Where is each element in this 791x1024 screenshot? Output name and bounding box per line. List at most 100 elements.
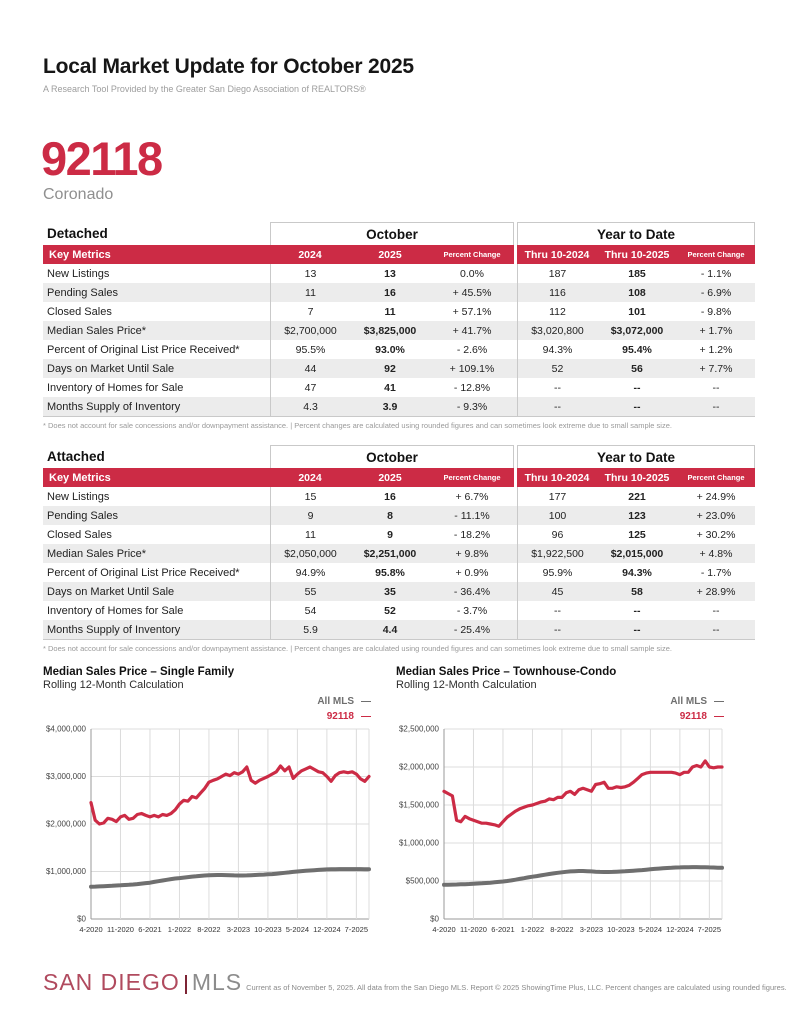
svg-text:$1,000,000: $1,000,000 xyxy=(399,839,440,848)
metric-value: 16 xyxy=(384,286,396,299)
legend-line-swatch: — xyxy=(361,696,371,707)
column-header: Percent Change xyxy=(430,468,514,487)
metric-value: 4.4 xyxy=(382,623,398,636)
table-row: Median Sales Price* $2,700,000 $3,825,000 +… xyxy=(43,321,755,340)
column-header: 2025 xyxy=(350,245,430,264)
metric-value: 8 xyxy=(387,509,393,522)
group-header-year-to-date: Year to Date xyxy=(517,222,755,245)
metric-value: 100 xyxy=(517,506,597,525)
column-header: Thru 10-2025 xyxy=(597,468,677,487)
metric-value: 55 xyxy=(270,582,350,601)
metric-value: $3,825,000 xyxy=(363,324,417,337)
metric-value: 13 xyxy=(384,267,396,280)
legend-label: 92118 xyxy=(326,711,354,722)
metric-value: $1,922,500 xyxy=(517,544,597,563)
chart-subtitle: Rolling 12-Month Calculation xyxy=(43,679,184,691)
metric-value: $3,020,800 xyxy=(517,321,597,340)
metric-value: 47 xyxy=(270,378,350,397)
column-header: Percent Change xyxy=(677,468,755,487)
column-header: 2024 xyxy=(270,468,350,487)
chart-legend: All MLS — 92118 — xyxy=(317,694,371,724)
legend-label: All MLS xyxy=(670,696,707,707)
table-header-row: Key Metrics 2024 2025 Percent Change Thru 10… xyxy=(43,245,755,264)
svg-text:5-2024: 5-2024 xyxy=(286,925,309,934)
metric-value: $3,072,000 xyxy=(610,324,664,337)
metric-label: New Listings xyxy=(47,490,110,503)
chart-title: Median Sales Price – Townhouse-Condo xyxy=(396,666,617,678)
metric-value: + 41.7% xyxy=(452,324,492,337)
metric-value: 52 xyxy=(384,604,396,617)
metric-label: Pending Sales xyxy=(47,509,118,522)
svg-text:$2,500,000: $2,500,000 xyxy=(399,725,440,734)
table-row: Closed Sales 11 9 - 18.2% 96 125 + 30.2% xyxy=(43,525,755,544)
group-header-october: October xyxy=(270,222,514,245)
metric-value: 187 xyxy=(517,264,597,283)
metric-value: -- xyxy=(517,601,597,620)
metric-value: $2,015,000 xyxy=(610,547,664,560)
svg-text:7-2025: 7-2025 xyxy=(698,925,721,934)
metric-value: 45 xyxy=(517,582,597,601)
attached-table-footnote: * Does not account for sale concessions … xyxy=(43,644,672,653)
metric-value: 94.3% xyxy=(622,566,652,579)
column-header: Percent Change xyxy=(677,245,755,264)
metric-label: Days on Market Until Sale xyxy=(47,585,175,598)
metric-value: + 6.7% xyxy=(455,490,489,503)
metric-value: 93.0% xyxy=(375,343,405,356)
svg-text:$2,000,000: $2,000,000 xyxy=(399,763,440,772)
metric-value: 16 xyxy=(384,490,396,503)
metric-value: - 1.1% xyxy=(700,267,732,280)
metric-value: 9 xyxy=(270,506,350,525)
table-row: Percent of Original List Price Received*… xyxy=(43,563,755,582)
metric-value: 96 xyxy=(517,525,597,544)
svg-text:$4,000,000: $4,000,000 xyxy=(46,725,87,734)
table-row: Median Sales Price* $2,050,000 $2,251,000 +… xyxy=(43,544,755,563)
legend-line-swatch: — xyxy=(714,696,724,707)
metric-value: 4.3 xyxy=(270,397,350,416)
metric-value: -- xyxy=(633,623,641,636)
metric-value: 11 xyxy=(270,283,350,302)
metric-value: 44 xyxy=(270,359,350,378)
header-gap xyxy=(514,468,517,487)
page-subtitle: A Research Tool Provided by the Greater … xyxy=(43,84,366,94)
metric-value: -- xyxy=(712,604,720,617)
table-row: New Listings 13 13 0.0% 187 185 - 1.1% xyxy=(43,264,755,283)
svg-text:$500,000: $500,000 xyxy=(406,877,440,886)
svg-text:$1,500,000: $1,500,000 xyxy=(399,801,440,810)
metric-value: - 9.3% xyxy=(456,400,488,413)
metric-value: 185 xyxy=(628,267,646,280)
table-header-row: Key Metrics 2024 2025 Percent Change Thru 10… xyxy=(43,468,755,487)
svg-text:1-2022: 1-2022 xyxy=(521,925,544,934)
metric-label: New Listings xyxy=(47,267,110,280)
metric-value: + 109.1% xyxy=(449,362,495,375)
metric-value: - 6.9% xyxy=(700,286,732,299)
metric-value: - 12.8% xyxy=(453,381,491,394)
page-title: Local Market Update for October 2025 xyxy=(43,55,414,78)
series-line-all-mls xyxy=(89,867,371,889)
metric-value: $2,251,000 xyxy=(363,547,417,560)
table-group-header-row: Detached October Year to Date xyxy=(43,222,755,245)
metric-value: 116 xyxy=(517,283,597,302)
column-header: Thru 10-2025 xyxy=(597,245,677,264)
brand-divider xyxy=(184,975,187,994)
series-line-92118 xyxy=(89,764,371,826)
metric-value: + 28.9% xyxy=(696,585,736,598)
group-header-october: October xyxy=(270,445,514,468)
svg-text:3-2023: 3-2023 xyxy=(227,925,250,934)
metric-value: 9 xyxy=(387,528,393,541)
metric-value: 56 xyxy=(631,362,643,375)
column-header: Percent Change xyxy=(430,245,514,264)
table-row: Inventory of Homes for Sale 47 41 - 12.8% --… xyxy=(43,378,755,397)
metric-value: -- xyxy=(712,381,720,394)
table-row: Pending Sales 9 8 - 11.1% 100 123 + 23.0% xyxy=(43,506,755,525)
metric-value: -- xyxy=(633,604,641,617)
chart-subtitle: Rolling 12-Month Calculation xyxy=(396,679,537,691)
column-header: 2025 xyxy=(350,468,430,487)
series-line-all-mls xyxy=(442,865,724,887)
legend-line-swatch: — xyxy=(714,711,724,722)
metric-value: $2,050,000 xyxy=(270,544,350,563)
metric-value: 35 xyxy=(384,585,396,598)
table-row: Days on Market Until Sale 55 35 - 36.4% 45 58… xyxy=(43,582,755,601)
metric-label: Percent of Original List Price Received* xyxy=(47,566,240,579)
metric-value: + 1.7% xyxy=(699,324,733,337)
